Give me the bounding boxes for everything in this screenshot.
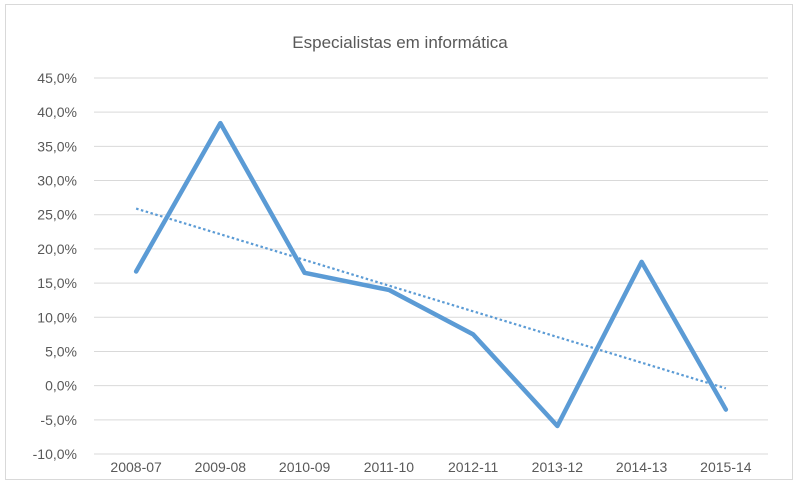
y-tick-label: -10,0% bbox=[33, 446, 77, 462]
chart-frame bbox=[5, 4, 793, 480]
y-tick-label: 30,0% bbox=[37, 173, 77, 189]
y-tick-label: 5,0% bbox=[45, 343, 77, 359]
x-tick-label: 2015-14 bbox=[700, 459, 752, 475]
series-line bbox=[133, 120, 729, 429]
x-tick-label: 2008-07 bbox=[110, 459, 162, 475]
y-tick-label: 10,0% bbox=[37, 309, 77, 325]
y-tick-label: 20,0% bbox=[37, 241, 77, 257]
x-axis-tick-labels: 2008-07 2009-08 2010-09 2011-10 2012-11 2013-… bbox=[110, 459, 751, 475]
x-tick-label: 2013-12 bbox=[532, 459, 584, 475]
x-tick-label: 2010-09 bbox=[279, 459, 331, 475]
y-tick-label: -5,0% bbox=[40, 412, 77, 428]
x-tick-label: 2012-11 bbox=[448, 459, 499, 475]
chart-title: Especialistas em informática bbox=[292, 33, 508, 52]
x-tick-label: 2011-10 bbox=[364, 459, 415, 475]
x-tick-label: 2009-08 bbox=[195, 459, 247, 475]
x-tick-label: 2014-13 bbox=[616, 459, 668, 475]
y-tick-label: 0,0% bbox=[45, 378, 77, 394]
y-tick-label: 25,0% bbox=[37, 207, 77, 223]
trendline bbox=[135, 207, 727, 390]
gridlines bbox=[94, 77, 768, 455]
y-tick-label: 15,0% bbox=[37, 275, 77, 291]
y-axis-tick-labels: 45,0% 40,0% 35,0% 30,0% 25,0% 20,0% 15,0% 10,0%… bbox=[33, 70, 77, 462]
y-tick-label: 40,0% bbox=[37, 104, 77, 120]
y-tick-label: 35,0% bbox=[37, 138, 77, 154]
y-tick-label: 45,0% bbox=[37, 70, 77, 86]
